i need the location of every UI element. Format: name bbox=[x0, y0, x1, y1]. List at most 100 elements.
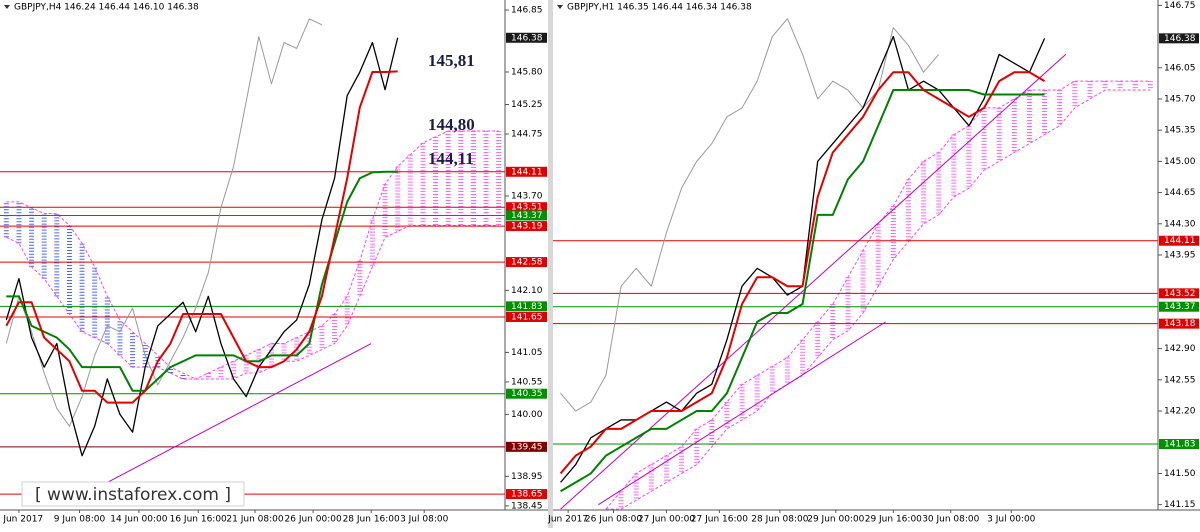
y-tick-label: 143.70 bbox=[511, 191, 543, 201]
level-label: 141.83 bbox=[1164, 440, 1196, 450]
level-box bbox=[1159, 33, 1199, 44]
level-label: 143.37 bbox=[1164, 302, 1196, 312]
cloud-edge bbox=[6, 201, 499, 380]
level-label: 138.65 bbox=[511, 490, 543, 500]
x-tick-label: 29 Jun 00:00 bbox=[807, 515, 864, 525]
menu-arrow bbox=[557, 5, 563, 9]
y-tick-label: 146.05 bbox=[1164, 63, 1196, 73]
y-tick-label: 141.50 bbox=[1164, 469, 1196, 479]
x-tick-label: 26 Jun 00:00 bbox=[285, 515, 342, 525]
chart-title: GBPJPY,H4 146.24 146.44 146.10 146.38 bbox=[14, 3, 199, 13]
level-box bbox=[506, 489, 547, 500]
level-box bbox=[506, 166, 547, 177]
panel-divider bbox=[548, 0, 553, 528]
x-tick-label: 26 Jun 08:00 bbox=[585, 515, 642, 525]
x-tick-label: 6 Jun 2017 bbox=[0, 515, 43, 525]
annotation: 144,80 bbox=[428, 115, 475, 134]
level-label: 142.58 bbox=[511, 258, 543, 268]
y-tick-label: 146.75 bbox=[1164, 1, 1196, 11]
watermark: [ www.instaforex.com ] bbox=[21, 481, 245, 507]
level-label: 141.83 bbox=[511, 302, 543, 312]
y-tick-label: 141.15 bbox=[1164, 500, 1196, 510]
y-tick-label: 138.45 bbox=[511, 501, 543, 511]
level-box bbox=[506, 257, 547, 268]
y-tick-label: 140.00 bbox=[511, 410, 543, 420]
price-line bbox=[560, 89, 1045, 493]
y-tick-label: 145.70 bbox=[1164, 94, 1196, 104]
level-label: 144.11 bbox=[1164, 236, 1196, 246]
watermark-text: [ www.instaforex.com ] bbox=[35, 485, 231, 505]
y-tick-label: 145.35 bbox=[1164, 126, 1196, 136]
chart-panel: 146.85 145.80 145.25 144.75 143.70 142.10 141.… bbox=[0, 0, 548, 525]
level-label: 143.51 bbox=[511, 203, 543, 213]
plot-area bbox=[0, 18, 505, 498]
level-box bbox=[1159, 301, 1199, 312]
x-tick-label: 29 Jun 16:00 bbox=[865, 515, 922, 525]
level-box bbox=[506, 311, 547, 322]
chart-panel: 146.75 146.05 145.70 145.35 145.00 144.65 144.… bbox=[547, 0, 1200, 525]
trendline bbox=[598, 321, 887, 506]
level-label: 143.37 bbox=[511, 211, 543, 221]
level-box bbox=[506, 221, 547, 232]
annotation: 145,81 bbox=[428, 51, 475, 70]
level-box bbox=[1159, 318, 1199, 329]
y-tick-label: 140.55 bbox=[511, 377, 543, 387]
x-tick-label: 27 Jun 16:00 bbox=[691, 515, 748, 525]
level-label: 141.65 bbox=[511, 312, 543, 322]
x-tick-label: 21 Jun 08:00 bbox=[226, 515, 283, 525]
x-tick-label: 16 Jun 16:00 bbox=[170, 515, 227, 525]
level-label: 146.38 bbox=[511, 33, 543, 43]
level-box bbox=[506, 441, 547, 452]
y-tick-label: 145.80 bbox=[511, 68, 543, 78]
y-tick-label: 138.95 bbox=[511, 472, 543, 482]
x-tick-label: 30 Jun 08:00 bbox=[922, 515, 979, 525]
x-tick-label: 27 Jun 00:00 bbox=[638, 515, 695, 525]
cloud-edge bbox=[605, 89, 1151, 510]
level-box bbox=[1159, 235, 1199, 246]
y-tick-label: 146.85 bbox=[511, 6, 543, 16]
menu-arrow bbox=[4, 5, 10, 9]
annotation: 144,11 bbox=[428, 149, 474, 168]
level-box bbox=[506, 32, 547, 43]
y-tick-label: 142.90 bbox=[1164, 344, 1196, 354]
level-label: 140.35 bbox=[511, 389, 543, 399]
y-tick-label: 145.25 bbox=[511, 100, 543, 110]
price-line bbox=[559, 71, 1046, 475]
level-label: 144.11 bbox=[511, 167, 543, 177]
x-tick-label: 28 Jun 08:00 bbox=[751, 515, 808, 525]
watermark-box bbox=[21, 481, 245, 507]
chart-title: GBPJPY,H1 146.35 146.44 146.34 146.38 bbox=[567, 3, 752, 13]
x-tick-label: 9 Jun 08:00 bbox=[54, 515, 106, 525]
y-tick-label: 145.00 bbox=[1164, 157, 1196, 167]
level-label: 146.38 bbox=[1164, 34, 1196, 44]
level-label: 143.18 bbox=[1164, 319, 1196, 329]
level-box bbox=[1159, 288, 1199, 299]
x-tick-label: 14 Jun 00:00 bbox=[110, 515, 167, 525]
y-tick-label: 142.20 bbox=[1164, 407, 1196, 417]
y-tick-label: 142.55 bbox=[1164, 375, 1196, 385]
level-label: 139.45 bbox=[511, 442, 543, 452]
x-tick-label: 3 Jul 00:00 bbox=[987, 515, 1036, 525]
x-tick-label: 3 Jul 08:00 bbox=[400, 515, 449, 525]
level-box bbox=[1159, 439, 1199, 450]
level-box bbox=[506, 210, 547, 221]
y-tick-label: 144.30 bbox=[1164, 219, 1196, 229]
level-label: 143.52 bbox=[1164, 289, 1196, 299]
trendline bbox=[79, 343, 372, 498]
y-tick-label: 142.10 bbox=[511, 286, 543, 296]
price-line bbox=[5, 70, 398, 404]
y-tick-label: 144.75 bbox=[511, 129, 543, 139]
y-tick-label: 144.65 bbox=[1164, 188, 1196, 198]
level-label: 143.19 bbox=[511, 222, 543, 232]
plot-area bbox=[553, 18, 1158, 510]
y-tick-label: 141.05 bbox=[511, 348, 543, 358]
level-box bbox=[506, 301, 547, 312]
level-box bbox=[506, 202, 547, 213]
x-tick-label: 28 Jun 16:00 bbox=[343, 515, 400, 525]
y-tick-label: 143.95 bbox=[1164, 251, 1196, 261]
x-tick-label: Jun 2017 bbox=[547, 515, 588, 525]
level-box bbox=[506, 388, 547, 399]
cloud-edge bbox=[6, 130, 499, 380]
